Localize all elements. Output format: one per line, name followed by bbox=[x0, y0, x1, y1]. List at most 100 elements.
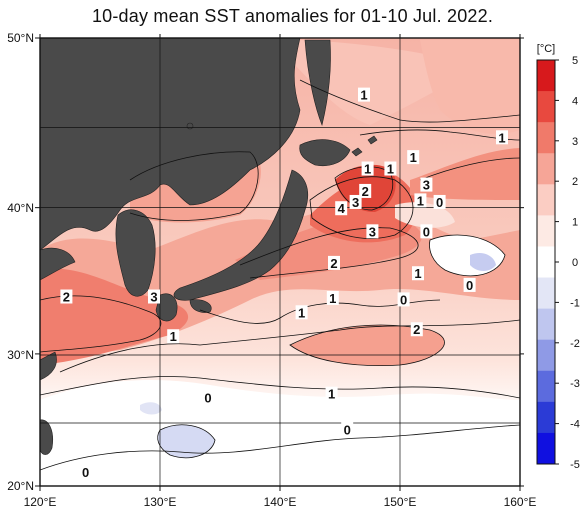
colorbar-swatch bbox=[537, 277, 555, 310]
colorbar-tick-label: 1 bbox=[572, 217, 578, 229]
contour-label-bg bbox=[496, 130, 508, 145]
contour-label: 0 bbox=[204, 391, 211, 406]
colorbar-swatch bbox=[537, 246, 555, 279]
colorbar-swatch bbox=[537, 60, 555, 92]
contour-label-bg bbox=[325, 386, 338, 401]
contour-label: 3 bbox=[369, 224, 376, 239]
contour-label: 3 bbox=[423, 178, 430, 193]
contour-label: 0 bbox=[344, 423, 351, 438]
contour-label-bg bbox=[335, 201, 348, 216]
contour-label-bg bbox=[384, 161, 397, 176]
contour-label: 3 bbox=[352, 195, 359, 210]
lat-label-20: 20°N bbox=[7, 479, 34, 493]
graticule bbox=[40, 38, 520, 486]
contour-label: 1 bbox=[360, 88, 367, 103]
tick-marks bbox=[35, 34, 524, 491]
lon-label-140: 140°E bbox=[264, 495, 297, 509]
anomaly-contours bbox=[40, 79, 520, 471]
contour-label-bg bbox=[397, 292, 410, 307]
colorbar-swatch bbox=[537, 122, 555, 154]
lat-label-40: 40°N bbox=[7, 201, 34, 215]
contour-label-bg bbox=[463, 277, 476, 292]
contour-label: 1 bbox=[414, 266, 421, 281]
contour-label: 0 bbox=[423, 224, 430, 239]
colorbar: [°C] 5 4 3 2 1 0 -1 -2 -3 -4 -5 bbox=[536, 43, 580, 471]
contour-label-bg bbox=[148, 289, 160, 304]
contour-label-bg bbox=[407, 150, 420, 165]
contour-label: 3 bbox=[150, 290, 157, 305]
contour-label: 2 bbox=[63, 290, 70, 305]
contour-label-bg bbox=[202, 390, 214, 405]
colorbar-tick-label: -1 bbox=[570, 297, 580, 309]
contour-label-bg bbox=[366, 224, 379, 239]
colorbar-unit: [°C] bbox=[537, 43, 555, 55]
lon-label-150: 150°E bbox=[384, 495, 417, 509]
contour-label-bg bbox=[414, 193, 427, 208]
contour-label-bg bbox=[420, 224, 433, 239]
colorbar-swatch bbox=[537, 308, 555, 341]
longitude-labels: 120°E 130°E 140°E 150°E 160°E bbox=[24, 495, 537, 509]
contour-label: 1 bbox=[417, 193, 424, 208]
contour-label-bg bbox=[358, 87, 370, 102]
contour-label: 1 bbox=[298, 305, 305, 320]
contour-label-bg bbox=[328, 255, 340, 270]
contour-label: 2 bbox=[362, 184, 369, 199]
lat-label-30: 30°N bbox=[7, 348, 34, 362]
colorbar-tick-label: 3 bbox=[572, 136, 578, 148]
contour-label: 1 bbox=[410, 150, 417, 165]
lon-label-120: 120°E bbox=[24, 495, 57, 509]
contour-label: 0 bbox=[400, 292, 407, 307]
contour-label: 1 bbox=[170, 329, 177, 344]
contour-label-bg bbox=[420, 177, 433, 192]
colorbar-swatch bbox=[537, 153, 555, 185]
contour-label: 1 bbox=[387, 162, 394, 177]
colorbar-tick-label: 2 bbox=[572, 176, 578, 188]
land bbox=[40, 38, 378, 455]
contour-label: 1 bbox=[329, 291, 336, 306]
colorbar-tick-label: -5 bbox=[570, 459, 580, 471]
contour-label-bg bbox=[349, 194, 362, 209]
colorbar-swatch bbox=[537, 215, 555, 247]
contour-label: 0 bbox=[436, 195, 443, 210]
lon-label-130: 130°E bbox=[144, 495, 177, 509]
colorbar-swatch bbox=[537, 370, 555, 403]
colorbar-swatch bbox=[537, 184, 555, 216]
contour-label-bg bbox=[326, 290, 339, 305]
map-title: 10-day mean SST anomalies for 01-10 Jul.… bbox=[91, 6, 494, 26]
contour-label-bg bbox=[79, 465, 92, 480]
colorbar-swatch bbox=[537, 91, 555, 123]
colorbar-tick-label: -2 bbox=[570, 338, 580, 350]
contour-label: 4 bbox=[338, 201, 346, 216]
contour-label-bg bbox=[60, 289, 73, 304]
contour-label: 1 bbox=[364, 162, 371, 177]
colorbar-tick-label: -4 bbox=[570, 419, 580, 431]
colorbar-tick-label: 0 bbox=[572, 257, 578, 269]
contour-label: 2 bbox=[330, 256, 337, 271]
lon-label-160: 160°E bbox=[504, 495, 537, 509]
colorbar-swatches bbox=[537, 60, 555, 465]
contour-label-bg bbox=[433, 194, 446, 209]
colorbar-ticks: 5 4 3 2 1 0 -1 -2 -3 -4 -5 bbox=[555, 55, 580, 471]
contour-label-bg bbox=[361, 161, 374, 176]
colorbar-tick-label: 5 bbox=[572, 55, 578, 67]
contour-label-bg bbox=[359, 183, 372, 198]
lat-label-50: 50°N bbox=[7, 31, 34, 45]
contour-label-bg bbox=[295, 305, 308, 320]
contour-label: 0 bbox=[466, 278, 473, 293]
colorbar-swatch bbox=[537, 432, 555, 465]
colorbar-tick-label: -3 bbox=[570, 378, 580, 390]
contour-label: 1 bbox=[328, 387, 335, 402]
contour-label-bg bbox=[167, 329, 180, 344]
contour-label-bg bbox=[410, 322, 423, 337]
contour-label-bg bbox=[412, 266, 424, 281]
colorbar-tick-label: 4 bbox=[572, 95, 578, 107]
latitude-labels: 50°N 40°N 30°N 20°N bbox=[7, 31, 34, 493]
colorbar-swatch bbox=[537, 401, 555, 434]
contour-label: 1 bbox=[498, 130, 505, 145]
contour-label-bg bbox=[341, 422, 354, 437]
colorbar-swatch bbox=[537, 339, 555, 372]
contour-label: 0 bbox=[82, 465, 89, 480]
